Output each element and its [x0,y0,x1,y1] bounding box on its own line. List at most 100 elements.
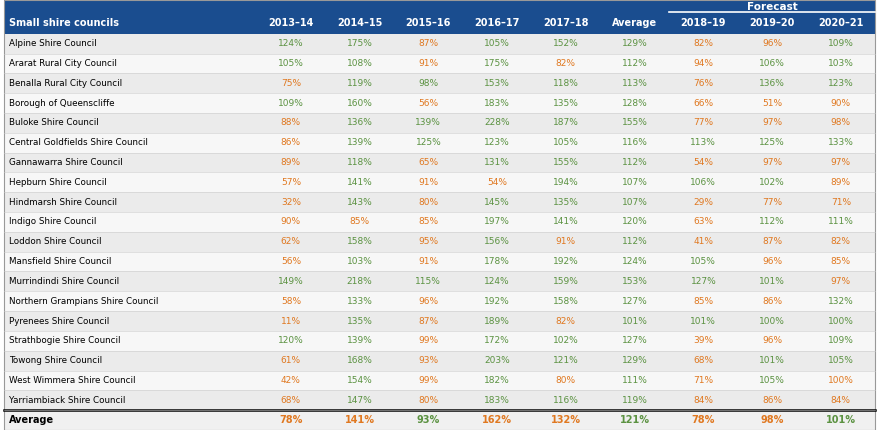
Text: 101%: 101% [759,277,785,286]
Text: 135%: 135% [346,316,373,326]
Text: 32%: 32% [281,198,301,207]
Text: 93%: 93% [417,415,440,425]
Text: 54%: 54% [487,178,507,187]
Text: 135%: 135% [553,98,579,108]
Text: 88%: 88% [281,118,301,127]
Text: 85%: 85% [694,297,713,306]
Text: 87%: 87% [762,237,782,246]
Text: 178%: 178% [484,257,510,266]
Text: 91%: 91% [556,237,576,246]
Text: 153%: 153% [484,79,510,88]
Text: 189%: 189% [484,316,510,326]
Text: 131%: 131% [484,158,510,167]
Text: 127%: 127% [690,277,717,286]
Text: Mansfield Shire Council: Mansfield Shire Council [9,257,111,266]
Text: Murrindindi Shire Council: Murrindindi Shire Council [9,277,119,286]
Text: 112%: 112% [759,218,785,227]
Text: 56%: 56% [281,257,301,266]
Text: Borough of Queenscliffe: Borough of Queenscliffe [9,98,114,108]
Text: 56%: 56% [418,98,438,108]
Text: Loddon Shire Council: Loddon Shire Council [9,237,101,246]
Text: 139%: 139% [416,118,441,127]
Text: 85%: 85% [831,257,851,266]
Text: 90%: 90% [831,98,851,108]
Text: 91%: 91% [418,178,438,187]
Text: 96%: 96% [762,39,782,48]
Text: 111%: 111% [828,218,854,227]
Text: 97%: 97% [831,277,851,286]
Text: 153%: 153% [622,277,647,286]
Text: 136%: 136% [346,118,373,127]
Text: 62%: 62% [281,237,301,246]
Text: 2017–18: 2017–18 [543,18,588,28]
Text: 98%: 98% [760,415,784,425]
Text: 96%: 96% [762,336,782,345]
Text: 98%: 98% [831,118,851,127]
Text: 119%: 119% [346,79,373,88]
Text: 87%: 87% [418,316,438,326]
Text: 194%: 194% [553,178,579,187]
Text: 100%: 100% [828,316,854,326]
Text: 77%: 77% [762,198,782,207]
Text: Indigo Shire Council: Indigo Shire Council [9,218,96,227]
Text: 141%: 141% [346,178,373,187]
Text: 103%: 103% [828,59,854,68]
Text: 2013–14: 2013–14 [268,18,314,28]
Text: 132%: 132% [828,297,853,306]
Bar [4,212,875,232]
Text: 111%: 111% [622,376,647,385]
Bar [4,0,875,12]
Bar [4,232,875,252]
Text: 105%: 105% [484,39,510,48]
Text: Buloke Shire Council: Buloke Shire Council [9,118,98,127]
Text: 124%: 124% [484,277,510,286]
Text: 192%: 192% [553,257,579,266]
Text: 183%: 183% [484,396,510,405]
Bar [4,172,875,192]
Text: 143%: 143% [346,198,373,207]
Text: 109%: 109% [278,98,303,108]
Text: 187%: 187% [553,118,579,127]
Text: Hindmarsh Shire Council: Hindmarsh Shire Council [9,198,117,207]
Text: 85%: 85% [418,218,438,227]
Text: 63%: 63% [694,218,713,227]
Text: 2019–20: 2019–20 [750,18,795,28]
Text: 119%: 119% [622,396,647,405]
Text: 129%: 129% [622,356,647,365]
Text: 97%: 97% [762,158,782,167]
Text: 103%: 103% [346,257,373,266]
Text: 82%: 82% [556,316,576,326]
Text: 84%: 84% [831,396,851,405]
Text: Ararat Rural City Council: Ararat Rural City Council [9,59,117,68]
Text: 66%: 66% [694,98,713,108]
Text: 89%: 89% [831,178,851,187]
Bar [4,291,875,311]
Text: 2014–15: 2014–15 [337,18,382,28]
Text: 101%: 101% [690,316,717,326]
Text: 160%: 160% [346,98,373,108]
Text: 80%: 80% [418,396,438,405]
Text: 115%: 115% [416,277,441,286]
Text: 42%: 42% [281,376,301,385]
Text: Towong Shire Council: Towong Shire Council [9,356,102,365]
Text: 107%: 107% [622,178,647,187]
Bar [4,410,875,430]
Text: 82%: 82% [694,39,713,48]
Text: 147%: 147% [346,396,373,405]
Text: 120%: 120% [278,336,303,345]
Bar [4,331,875,351]
Text: Gannawarra Shire Council: Gannawarra Shire Council [9,158,123,167]
Text: 136%: 136% [759,79,785,88]
Text: 192%: 192% [484,297,510,306]
Text: 91%: 91% [418,257,438,266]
Text: 75%: 75% [281,79,301,88]
Bar [4,53,875,74]
Text: 182%: 182% [484,376,510,385]
Text: 158%: 158% [553,297,579,306]
Text: 51%: 51% [762,98,782,108]
Text: 145%: 145% [484,198,510,207]
Text: 11%: 11% [281,316,301,326]
Text: 95%: 95% [418,237,438,246]
Bar [4,371,875,390]
Text: 135%: 135% [553,198,579,207]
